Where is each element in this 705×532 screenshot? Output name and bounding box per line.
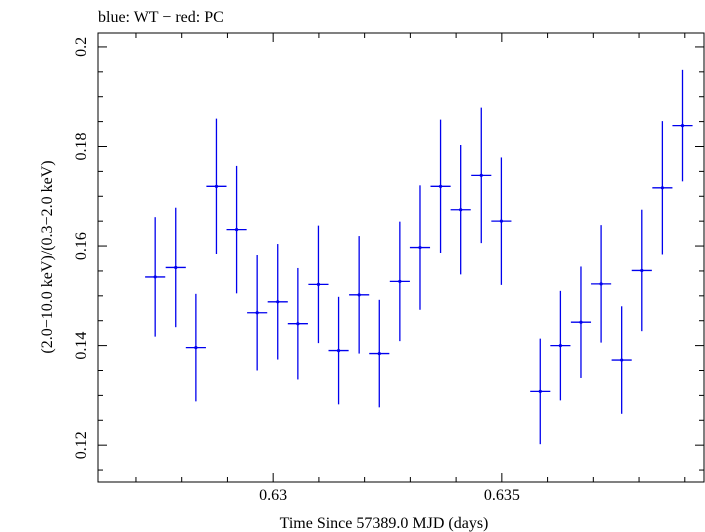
data-point	[185, 293, 206, 402]
data-point	[267, 244, 288, 360]
y-tick-label: 0.16	[73, 232, 90, 260]
point-marker	[620, 358, 624, 362]
y-tick-label: 0.12	[73, 431, 90, 459]
point-marker	[499, 219, 503, 223]
point-marker	[336, 348, 341, 353]
point-marker	[459, 208, 463, 212]
x-tick-label: 0.63	[259, 487, 287, 504]
data-point	[450, 145, 471, 275]
point-marker	[276, 300, 280, 304]
point-marker	[579, 320, 583, 324]
point-marker	[214, 184, 219, 188]
y-tick-label: 0.14	[73, 332, 90, 360]
point-marker	[599, 282, 603, 286]
y-axis-label: (2.0−10.0 keV)/(0.3−2.0 keV)	[39, 160, 56, 353]
data-point	[672, 69, 693, 182]
data-point	[226, 165, 247, 294]
point-marker	[377, 351, 381, 356]
data-point	[491, 157, 512, 285]
data-point	[308, 225, 329, 344]
point-marker	[479, 173, 483, 177]
point-marker	[438, 184, 443, 188]
point-marker	[558, 344, 562, 348]
data-point	[287, 267, 308, 380]
data-point	[652, 121, 673, 255]
data-point	[631, 209, 652, 332]
point-marker	[538, 389, 542, 394]
data-point	[165, 207, 186, 328]
data-point	[145, 217, 166, 337]
data-point	[591, 225, 612, 343]
y-tick-label: 0.18	[73, 133, 90, 161]
data-point	[389, 221, 410, 342]
data-point	[247, 255, 268, 371]
data-point	[430, 119, 451, 254]
point-marker	[153, 275, 157, 279]
point-marker	[680, 123, 685, 128]
point-marker	[418, 245, 422, 250]
point-marker	[316, 282, 321, 286]
x-axis-label: Time Since 57389.0 MJD (days)	[280, 515, 489, 532]
point-marker	[398, 279, 402, 283]
data-point	[369, 299, 390, 408]
data-point	[349, 236, 370, 354]
x-tick-label: 0.635	[484, 487, 520, 504]
axis-tick-labels: 0.12 0.14 0.16 0.18 0.2 0.63 0.635	[73, 37, 520, 504]
axis-ticks	[98, 33, 704, 482]
data-point	[409, 185, 431, 310]
point-marker	[194, 345, 198, 350]
plot-frame	[97, 32, 705, 483]
point-marker	[234, 228, 239, 232]
data-point	[206, 118, 227, 255]
data-point	[611, 306, 632, 414]
data-point	[471, 107, 492, 244]
point-marker	[296, 322, 300, 326]
data-point	[570, 266, 592, 378]
data-point	[550, 290, 571, 401]
point-marker	[660, 186, 664, 190]
data-point	[530, 338, 551, 445]
data-point	[328, 296, 349, 405]
y-tick-label: 0.2	[73, 37, 90, 57]
point-marker	[640, 268, 644, 273]
point-marker	[174, 265, 178, 270]
point-marker	[357, 293, 361, 297]
data-series	[145, 69, 693, 445]
chart-title: blue: WT − red: PC	[98, 9, 224, 26]
point-marker	[255, 311, 259, 315]
